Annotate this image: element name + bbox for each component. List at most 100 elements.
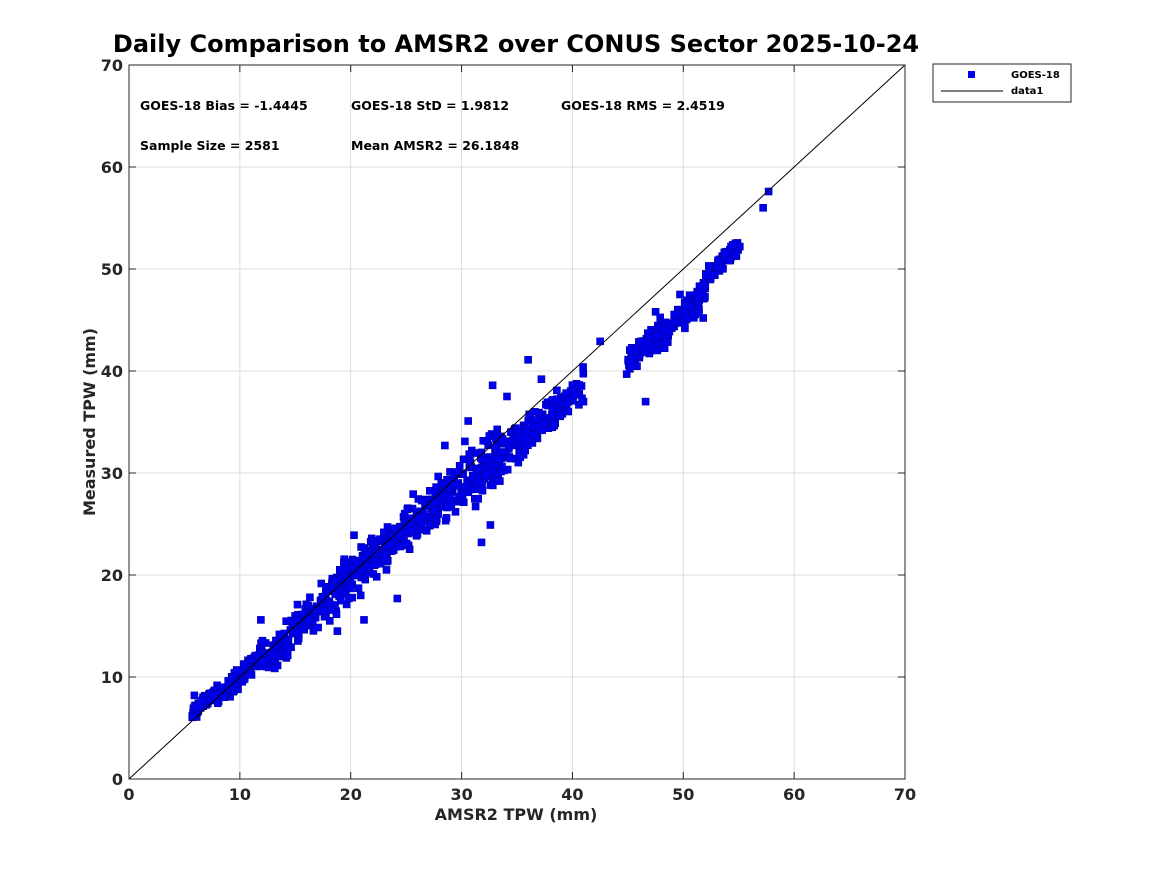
legend: GOES-18 data1 [932,63,1072,103]
scatter-point [360,544,369,552]
scatter-point [488,467,497,476]
scatter-point [704,262,713,270]
scatter-point [247,671,256,679]
scatter-point [622,370,631,378]
scatter-point [492,443,500,452]
y-tick-label: 60 [101,158,123,177]
scatter-point [446,501,455,509]
scatter-point [388,531,397,540]
scatter-point [306,593,314,602]
scatter-point [497,448,506,456]
y-tick-label: 70 [101,56,123,75]
scatter-point [764,187,773,196]
scatter-point [474,494,483,503]
scatter-point [446,494,454,502]
scatter-point [695,282,704,291]
scatter-point [548,405,557,414]
scatter-point [579,369,588,378]
scatter-point [356,591,365,600]
reference-line-data1 [128,64,906,780]
scatter-point [333,627,342,635]
scatter-point [220,693,229,702]
scatter-point [641,397,650,406]
scatter-point [721,249,729,257]
scatter-point [488,381,497,390]
scatter-point [522,429,531,438]
scatter-point [402,539,411,548]
y-axis-label: Measured TPW (mm) [80,328,99,516]
scatter-point [477,538,486,547]
scatter-point [553,386,561,395]
scatter-point [412,531,421,540]
scatter-point [579,363,587,371]
scatter-point [299,625,308,634]
scatter-point [553,395,561,404]
legend-box [932,63,1072,103]
scatter-point [189,713,197,721]
x-tick-label: 60 [783,785,805,804]
scatter-point [226,678,234,687]
scatter-point [579,397,588,406]
scatter-point [685,302,694,310]
scatter-point [538,419,547,428]
scatter-point [319,607,328,615]
scatter-point [391,525,400,533]
x-tick-label: 0 [123,785,134,804]
scatter-point [537,375,546,384]
scatter-point [495,455,504,463]
scatter-point [465,450,474,459]
scatter-point [735,242,744,251]
scatter-point [318,592,327,601]
scatter-point [498,434,507,443]
scatter-point [458,491,467,499]
y-tick-label: 20 [101,566,123,585]
scatter-point [345,594,353,603]
scatter-point [478,486,487,495]
scatter-point [670,310,679,319]
scatter-point [676,290,684,299]
scatter-points [188,187,773,722]
scatter-point [524,441,532,450]
scatter-point [732,250,741,259]
scatter-point [702,270,710,279]
scatter-point [337,596,345,605]
scatter-point [325,617,334,625]
scatter-point [449,481,457,490]
x-tick-labels: 0 10 20 30 40 50 60 70 [123,785,916,804]
scatter-point [625,346,634,354]
scatter-point [524,355,532,364]
scatter-point [434,472,443,481]
scatter-point [538,426,546,435]
scatter-point [530,407,539,416]
scatter-point [683,314,692,323]
scatter-point [441,441,449,450]
scatter-point [693,291,702,300]
scatter-point [281,640,290,649]
scatter-point [317,579,326,588]
scatter-point [242,665,250,674]
y-tick-labels: 0 10 20 30 40 50 60 70 [101,56,123,789]
scatter-point [562,400,571,408]
legend-marker-goes18 [968,71,975,78]
scatter-point [695,308,703,317]
scatter-point [516,453,525,462]
scatter-point [372,549,381,558]
scatter-point [217,683,225,692]
scatter-point [417,496,426,505]
scatter-point [342,564,350,573]
scatter-point [503,392,511,401]
scatter-point [413,514,422,523]
scatter-point [283,651,292,660]
x-tick-label: 10 [229,785,251,804]
scatter-point [269,651,277,660]
scatter-point [759,204,767,212]
scatter-point [393,594,402,603]
scatter-point [486,521,495,529]
scatter-point [193,702,202,711]
scatter-point [550,421,558,430]
sample-size-annotation: Sample Size = 2581 [140,138,280,153]
scatter-point [640,348,648,356]
scatter-point [214,699,222,708]
scatter-point [293,600,302,609]
